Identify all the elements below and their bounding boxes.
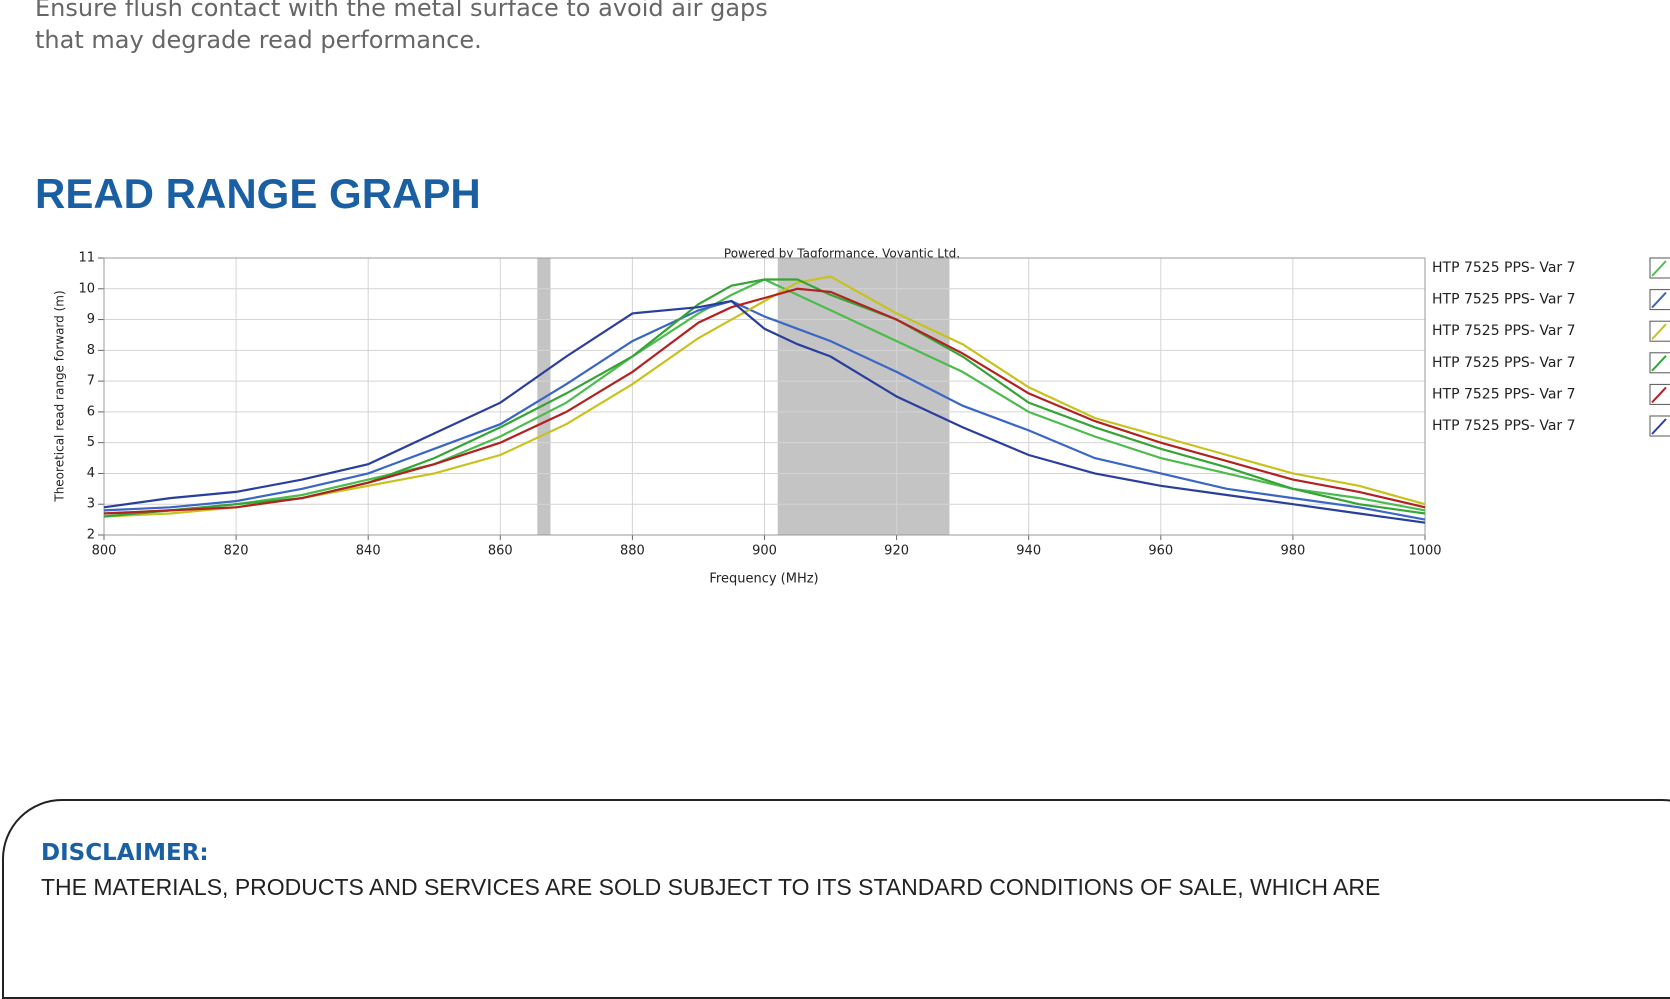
y-tick-label: 6 <box>87 404 95 419</box>
x-tick-label: 880 <box>620 544 645 559</box>
intro-line: that may degrade read performance. <box>35 26 482 54</box>
x-tick-label: 860 <box>488 544 513 559</box>
legend-label: HTP 7525 PPS- Var 7 <box>1432 292 1576 308</box>
legend-swatch <box>1651 418 1667 435</box>
y-tick-label: 3 <box>87 497 95 512</box>
disclaimer-heading: DISCLAIMER: <box>41 840 209 866</box>
legend-box <box>1649 352 1670 374</box>
legend-box <box>1649 289 1670 311</box>
frequency-band <box>777 258 950 535</box>
legend-box <box>1649 415 1670 437</box>
x-axis-label: Frequency (MHz) <box>709 572 818 587</box>
series-line <box>103 275 1426 518</box>
chart: Powered by Tagformance, Voyantic Ltd. Fr… <box>53 247 1670 587</box>
section-title: READ RANGE GRAPH <box>35 170 481 217</box>
x-tick-label: 840 <box>356 544 381 559</box>
legend-swatch <box>1651 323 1667 340</box>
chart-title: Powered by Tagformance, Voyantic Ltd. <box>724 247 960 261</box>
x-tick-label: 960 <box>1148 544 1173 559</box>
plot-frame <box>103 257 1426 536</box>
legend-label: HTP 7525 PPS- Var 7 <box>1432 323 1576 339</box>
y-tick-label: 11 <box>78 251 95 266</box>
y-tick-label: 4 <box>87 466 95 481</box>
y-tick-label: 7 <box>87 374 95 389</box>
x-tick-label: 1000 <box>1408 544 1441 559</box>
intro-line: Ensure flush contact with the metal surf… <box>35 0 768 22</box>
x-tick-label: 800 <box>92 544 117 559</box>
legend-swatch <box>1651 260 1667 277</box>
disclaimer-text: THE MATERIALS, PRODUCTS AND SERVICES ARE… <box>41 874 1381 900</box>
x-tick-label: 820 <box>224 544 249 559</box>
y-tick-label: 5 <box>87 435 95 450</box>
x-tick-label: 920 <box>884 544 909 559</box>
legend-swatch <box>1651 386 1667 404</box>
y-tick-label: 8 <box>87 343 95 358</box>
x-tick-label: 980 <box>1280 544 1305 559</box>
legend-box <box>1649 257 1670 279</box>
x-tick-label: 900 <box>752 544 777 559</box>
legend-label: HTP 7525 PPS- Var 7 <box>1432 418 1576 434</box>
x-tick-label: 940 <box>1016 544 1041 559</box>
legend-box <box>1649 320 1670 342</box>
y-axis-label: Theoretical read range forward (m) <box>53 290 67 502</box>
legend-swatch <box>1651 355 1667 372</box>
y-tick-label: 2 <box>87 528 95 543</box>
y-tick-label: 10 <box>78 281 95 296</box>
series-line <box>103 299 1426 524</box>
series-line <box>103 299 1426 521</box>
series-line <box>103 287 1426 515</box>
y-tick-label: 9 <box>87 312 95 327</box>
legend-box <box>1649 383 1670 405</box>
legend-swatch <box>1651 291 1667 309</box>
legend-label: HTP 7525 PPS- Var 7 <box>1432 260 1576 276</box>
legend-label: HTP 7525 PPS- Var 7 <box>1432 355 1576 371</box>
legend-label: HTP 7525 PPS- Var 7 <box>1432 386 1576 402</box>
